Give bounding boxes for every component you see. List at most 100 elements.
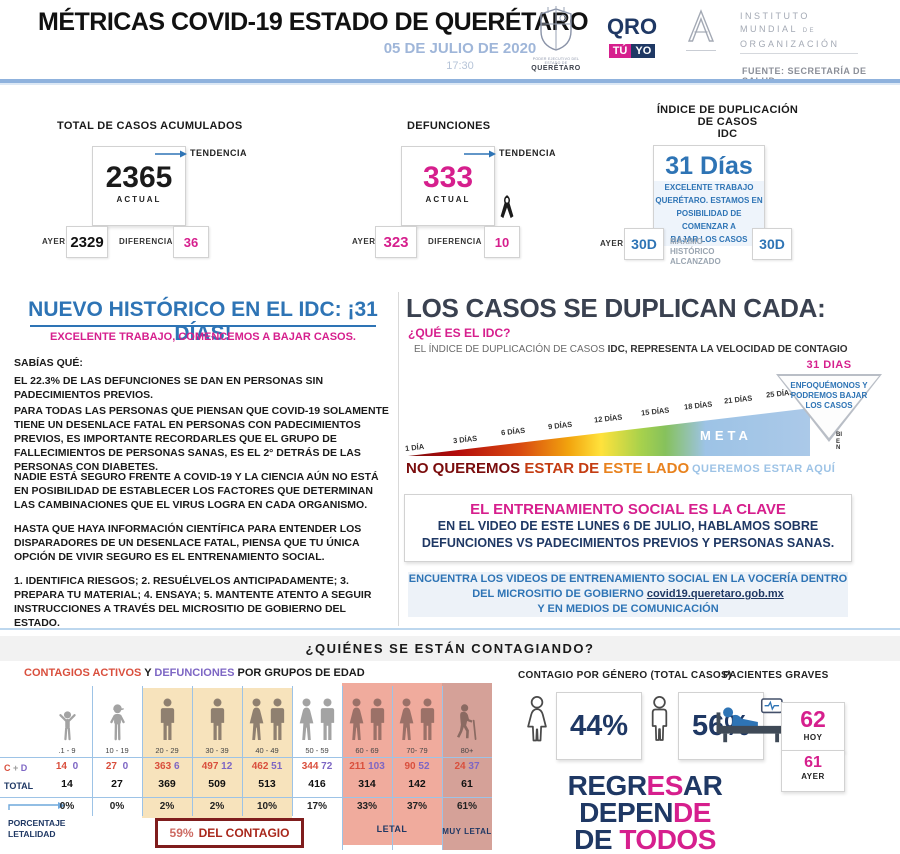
female-pct-box: 44% (556, 692, 642, 760)
couple-icon (249, 698, 285, 740)
qro-logo-text: QRO (606, 14, 658, 39)
age-column-80plus: 80+ 24 37 61 61% (442, 686, 492, 850)
right-caption: QUEREMOS ESTAR AQUÍ (692, 463, 836, 475)
defunciones-tendencia-label: TENDENCIA (499, 148, 557, 158)
age-column-1-9: .1 - 9 14 0 14 0% (42, 686, 92, 850)
row-separator (0, 797, 492, 798)
child-icon (58, 710, 76, 741)
genero-title: CONTAGIO POR GÉNERO (TOTAL CASOS) (518, 670, 732, 681)
col-separator (342, 686, 343, 850)
mourning-ribbon-icon (500, 195, 514, 219)
clave-title: EL ENTRENAMIENTO SOCIAL ES LA CLAVE (470, 501, 786, 518)
female-icon (527, 696, 547, 742)
trend-arrow-icon (464, 150, 496, 158)
casos-actual-label: ACTUAL (116, 195, 162, 204)
scale-label: 15 DÍAS (640, 405, 670, 418)
paragraph-2: NADIE ESTÁ SEGURO FRENTE A COVID-19 Y LA… (14, 471, 379, 511)
age-column-30-39: 30 - 39 497 12 509 2% (192, 686, 242, 850)
idc-value-box: 31 Días EXCELENTE TRABAJO QUERÉTARO. EST… (653, 145, 765, 246)
shield-caption: QUERÉTARO (531, 65, 581, 72)
col-separator (292, 686, 293, 816)
casos-diferencia-label: DIFERENCIA (119, 237, 173, 246)
age-column-70-79: 70- 79 90 52 142 37% (392, 686, 442, 850)
casos-diferencia-box: 36 (173, 226, 209, 258)
casos-tendencia-label: TENDENCIA (190, 148, 248, 158)
col-separator (442, 686, 443, 850)
age-column-20-29: 20 - 29 363 6 369 2% (142, 686, 192, 850)
male-icon (651, 696, 668, 741)
defunciones-panel-title: DEFUNCIONES (407, 120, 491, 132)
defunciones-actual-label: ACTUAL (425, 195, 471, 204)
elderly-icon (456, 703, 477, 741)
total-row-label: TOTAL (4, 781, 34, 791)
scale-label: 18 DÍAS (683, 399, 713, 412)
teen-icon (109, 704, 125, 741)
clave-box: EL ENTRENAMIENTO SOCIAL ES LA CLAVE EN E… (404, 494, 852, 562)
defunciones-ayer-box: 323 (375, 226, 417, 258)
col-separator (392, 686, 393, 850)
region-80plus (442, 683, 492, 850)
slogan: REGRESAR DEPENDE DE TODOS (567, 770, 723, 854)
paragraph-4: 1. IDENTIFICA RIESGOS; 2. RESUÉLVELOS AN… (14, 575, 372, 629)
man-icon (160, 698, 174, 740)
right-panel-title: LOS CASOS SE DUPLICAN CADA: (406, 293, 826, 323)
idc-ayer-box: 30D (624, 228, 664, 260)
shield-icon (540, 6, 572, 51)
casos-panel-title: TOTAL DE CASOS ACUMULADOS (57, 120, 243, 132)
header-divider (0, 79, 900, 85)
imo-wordmark: INSTITUTO MUNDIAL DE ORGANIZACIÓN (740, 10, 890, 56)
report-time: 17:30 (446, 60, 474, 72)
age-column-40-49: 40 - 49 462 51 513 10% (242, 686, 292, 850)
microsite-link[interactable]: covid19.queretaro.gob.mx (646, 588, 784, 600)
idc-max-box: 30D (752, 228, 792, 260)
couple-icon (349, 698, 385, 740)
idc-question: ¿QUÉ ES EL IDC? (408, 326, 511, 340)
row-separator (0, 757, 492, 758)
imo-line-1: INSTITUTO (740, 11, 810, 21)
col-separator (242, 686, 243, 816)
col-separator (142, 686, 143, 816)
casos-ayer-label: AYER (42, 237, 66, 246)
left-caption: NO QUEREMOS ESTAR DE ESTE LADO (406, 460, 690, 477)
defunciones-actual-value: 333 (422, 161, 474, 194)
imo-logo (678, 8, 724, 54)
page-title: MÉTRICAS COVID-19 ESTADO DE QUERÉTARO (38, 8, 589, 36)
idc-panel-title: ÍNDICE DE DUPLICACIÓN DE CASOS IDC (656, 104, 799, 140)
scale-label: 6 DÍAS (500, 425, 526, 438)
defunciones-ayer-label: AYER (352, 237, 376, 246)
cd-row-label: C + D (4, 763, 28, 773)
defunciones-diferencia-box: 10 (484, 226, 520, 258)
bien-vertical-label: BIEN (836, 432, 842, 451)
left-title-underline (30, 325, 376, 327)
imo-line-2: MUNDIAL DE (740, 24, 817, 34)
defunciones-actual-box: 333 ACTUAL (401, 146, 495, 226)
section-divider (0, 628, 900, 630)
idc-ayer-label: AYER (600, 239, 624, 248)
imo-a-icon (687, 9, 715, 42)
imo-line-3: ORGANIZACIÓN (740, 39, 840, 49)
scale-label: 12 DÍAS (593, 412, 623, 425)
muy-letal-label: MUY LETAL (442, 827, 492, 836)
report-date: 05 DE JULIO DE 2020 (383, 40, 537, 57)
clave-body: EN EL VIDEO DE ESTE LUNES 6 DE JULIO, HA… (421, 519, 835, 550)
shield-caption-small: PODER EJECUTIVO DEL ESTADO DE (532, 57, 580, 65)
scale-label: 21 DÍAS (723, 393, 753, 406)
idc-description: EL ÍNDICE DE DUPLICACIÓN DE CASOS IDC, R… (414, 344, 848, 355)
idc-message: EXCELENTE TRABAJO QUERÉTARO. ESTAMOS EN … (654, 181, 764, 246)
scale-label: 9 DÍAS (547, 419, 573, 432)
meta-label: META (700, 428, 752, 443)
left-panel-title: NUEVO HISTÓRICO EN EL IDC: ¡31 DÍAS! (28, 298, 378, 345)
tu-chip: TÚ (608, 44, 632, 58)
scale-label: 1 DÍA (404, 442, 425, 453)
graves-hoy-box: 62 HOY (781, 702, 845, 752)
casos-ayer-box: 2329 (66, 226, 108, 258)
defunciones-diferencia-label: DIFERENCIA (428, 237, 482, 246)
highlight-paragraph: EL 22.3% DE LAS DEFUNCIONES SE DAN EN PE… (14, 375, 324, 401)
couple-icon (399, 698, 435, 740)
paragraph-1: PARA TODAS LAS PERSONAS QUE PIENSAN QUE … (14, 405, 389, 473)
couple-icon (299, 698, 335, 740)
yo-chip: YO (631, 44, 656, 58)
marker-text: ENFOQUÉMONOS Y PODREMOS BAJAR LOS CASOS (790, 381, 868, 410)
letalidad-row-label: PORCENTAJE LETALIDAD (8, 818, 66, 839)
